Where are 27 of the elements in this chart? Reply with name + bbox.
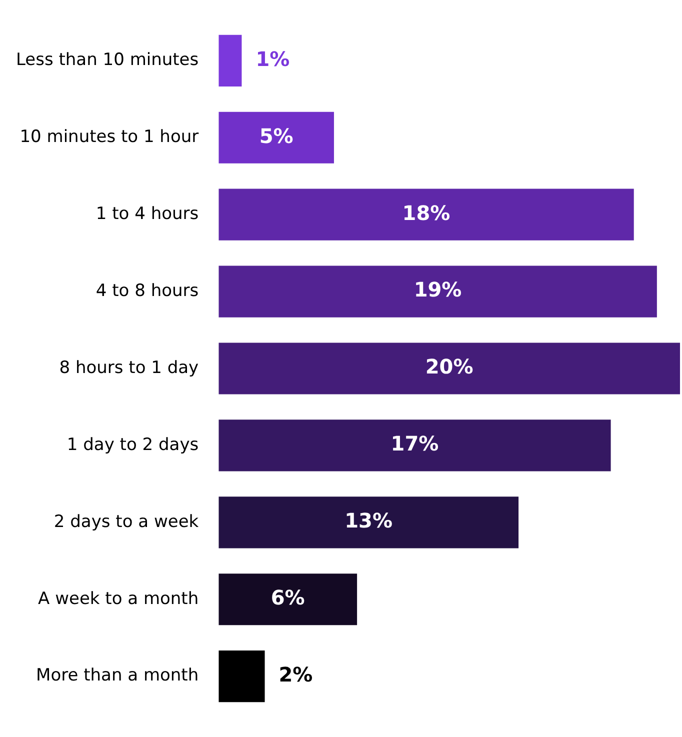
y-tick-label: A week to a month xyxy=(38,588,199,609)
bar xyxy=(218,496,519,548)
y-tick-label: Less than 10 minutes xyxy=(16,50,199,70)
data-label: 18% xyxy=(402,200,450,225)
bar xyxy=(218,420,611,472)
bar xyxy=(218,266,657,318)
data-label: 1% xyxy=(256,46,290,71)
y-tick-label: 1 to 4 hours xyxy=(96,204,199,224)
data-label: 19% xyxy=(414,278,462,302)
y-tick-label: More than a month xyxy=(36,666,199,686)
y-tick-label: 8 hours to 1 day xyxy=(59,358,199,378)
data-label: 13% xyxy=(344,508,393,533)
bar xyxy=(218,574,358,626)
bar xyxy=(218,342,680,394)
y-tick-label: 2 days to a week xyxy=(54,512,199,532)
bar xyxy=(218,650,265,702)
data-label: 5% xyxy=(259,124,294,148)
data-label: 6% xyxy=(270,586,305,610)
y-tick-label: 1 day to 2 days xyxy=(66,434,199,455)
bar xyxy=(218,34,242,86)
data-label: 20% xyxy=(425,354,474,379)
data-label: 2% xyxy=(278,662,313,687)
bar xyxy=(218,112,334,164)
y-tick-label: 4 to 8 hours xyxy=(96,280,199,301)
bar xyxy=(218,188,634,240)
data-label: 17% xyxy=(390,432,439,456)
y-tick-label: 10 minutes to 1 hour xyxy=(20,127,199,148)
